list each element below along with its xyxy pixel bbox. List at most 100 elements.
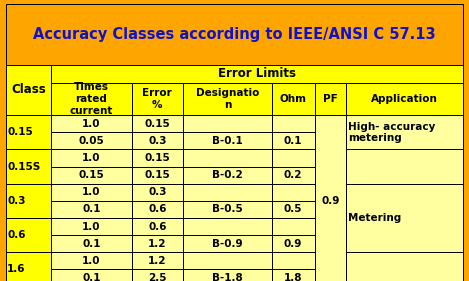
Text: 0.9: 0.9 bbox=[321, 196, 340, 206]
FancyBboxPatch shape bbox=[346, 184, 463, 252]
FancyBboxPatch shape bbox=[315, 115, 346, 281]
Text: High- accuracy
metering: High- accuracy metering bbox=[348, 122, 436, 143]
FancyBboxPatch shape bbox=[183, 201, 272, 218]
Text: 1.2: 1.2 bbox=[148, 256, 166, 266]
FancyBboxPatch shape bbox=[52, 132, 131, 149]
Text: B-0.5: B-0.5 bbox=[212, 205, 243, 214]
Text: 0.05: 0.05 bbox=[79, 136, 104, 146]
Text: 0.6: 0.6 bbox=[148, 205, 166, 214]
Text: PF: PF bbox=[323, 94, 338, 104]
Text: B-1.8: B-1.8 bbox=[212, 273, 243, 281]
FancyBboxPatch shape bbox=[131, 83, 183, 115]
Text: 0.6: 0.6 bbox=[148, 222, 166, 232]
FancyBboxPatch shape bbox=[52, 218, 131, 235]
FancyBboxPatch shape bbox=[183, 149, 272, 167]
FancyBboxPatch shape bbox=[183, 115, 272, 132]
FancyBboxPatch shape bbox=[183, 184, 272, 201]
FancyBboxPatch shape bbox=[6, 4, 463, 65]
FancyBboxPatch shape bbox=[52, 252, 131, 269]
FancyBboxPatch shape bbox=[52, 269, 131, 281]
FancyBboxPatch shape bbox=[183, 167, 272, 184]
FancyBboxPatch shape bbox=[272, 218, 315, 235]
Text: 0.15S: 0.15S bbox=[7, 162, 40, 172]
FancyBboxPatch shape bbox=[346, 252, 463, 281]
Text: 1.6: 1.6 bbox=[7, 264, 25, 275]
FancyBboxPatch shape bbox=[272, 149, 315, 167]
Text: 0.15: 0.15 bbox=[144, 119, 170, 129]
Text: 0.3: 0.3 bbox=[148, 136, 166, 146]
Text: 1.2: 1.2 bbox=[148, 239, 166, 249]
FancyBboxPatch shape bbox=[131, 149, 183, 167]
FancyBboxPatch shape bbox=[346, 115, 463, 149]
Text: 0.3: 0.3 bbox=[148, 187, 166, 197]
FancyBboxPatch shape bbox=[131, 132, 183, 149]
FancyBboxPatch shape bbox=[6, 65, 52, 115]
Text: Times
rated
current: Times rated current bbox=[70, 82, 113, 116]
Text: Ohm: Ohm bbox=[280, 94, 307, 104]
FancyBboxPatch shape bbox=[52, 65, 463, 83]
FancyBboxPatch shape bbox=[52, 235, 131, 252]
Text: Error
%: Error % bbox=[143, 88, 172, 110]
Text: B-0.9: B-0.9 bbox=[212, 239, 242, 249]
FancyBboxPatch shape bbox=[272, 115, 315, 132]
FancyBboxPatch shape bbox=[183, 218, 272, 235]
FancyBboxPatch shape bbox=[183, 252, 272, 269]
FancyBboxPatch shape bbox=[272, 83, 315, 115]
FancyBboxPatch shape bbox=[131, 269, 183, 281]
FancyBboxPatch shape bbox=[6, 149, 52, 184]
FancyBboxPatch shape bbox=[272, 132, 315, 149]
FancyBboxPatch shape bbox=[131, 235, 183, 252]
Text: 0.15: 0.15 bbox=[79, 170, 104, 180]
Text: Designatio
n: Designatio n bbox=[196, 88, 259, 110]
Text: 0.3: 0.3 bbox=[7, 196, 25, 206]
FancyBboxPatch shape bbox=[52, 83, 131, 115]
FancyBboxPatch shape bbox=[272, 235, 315, 252]
FancyBboxPatch shape bbox=[272, 167, 315, 184]
FancyBboxPatch shape bbox=[183, 269, 272, 281]
FancyBboxPatch shape bbox=[6, 115, 52, 149]
Text: 0.1: 0.1 bbox=[82, 239, 101, 249]
FancyBboxPatch shape bbox=[6, 252, 52, 281]
FancyBboxPatch shape bbox=[346, 149, 463, 184]
FancyBboxPatch shape bbox=[346, 83, 463, 115]
FancyBboxPatch shape bbox=[131, 252, 183, 269]
FancyBboxPatch shape bbox=[272, 184, 315, 201]
FancyBboxPatch shape bbox=[272, 252, 315, 269]
Text: 0.5: 0.5 bbox=[284, 205, 303, 214]
FancyBboxPatch shape bbox=[131, 218, 183, 235]
Text: 1.0: 1.0 bbox=[82, 187, 101, 197]
FancyBboxPatch shape bbox=[52, 115, 131, 132]
Text: 0.6: 0.6 bbox=[7, 230, 25, 240]
FancyBboxPatch shape bbox=[131, 201, 183, 218]
Text: 0.1: 0.1 bbox=[284, 136, 303, 146]
FancyBboxPatch shape bbox=[272, 201, 315, 218]
FancyBboxPatch shape bbox=[272, 269, 315, 281]
Text: 0.1: 0.1 bbox=[82, 205, 101, 214]
Text: 0.15: 0.15 bbox=[144, 153, 170, 163]
FancyBboxPatch shape bbox=[131, 184, 183, 201]
FancyBboxPatch shape bbox=[52, 184, 131, 201]
Text: 0.9: 0.9 bbox=[284, 239, 303, 249]
Text: B-0.1: B-0.1 bbox=[212, 136, 243, 146]
Text: 0.15: 0.15 bbox=[7, 127, 33, 137]
Text: 0.2: 0.2 bbox=[284, 170, 303, 180]
FancyBboxPatch shape bbox=[52, 201, 131, 218]
FancyBboxPatch shape bbox=[6, 65, 52, 83]
FancyBboxPatch shape bbox=[183, 235, 272, 252]
Text: Class: Class bbox=[11, 83, 46, 96]
Text: 1.0: 1.0 bbox=[82, 153, 101, 163]
Text: Error Limits: Error Limits bbox=[219, 67, 296, 80]
FancyBboxPatch shape bbox=[52, 167, 131, 184]
FancyBboxPatch shape bbox=[183, 132, 272, 149]
Text: 1.0: 1.0 bbox=[82, 256, 101, 266]
Text: 1.0: 1.0 bbox=[82, 119, 101, 129]
FancyBboxPatch shape bbox=[131, 115, 183, 132]
FancyBboxPatch shape bbox=[6, 218, 52, 252]
Text: 1.0: 1.0 bbox=[82, 222, 101, 232]
FancyBboxPatch shape bbox=[6, 184, 52, 218]
FancyBboxPatch shape bbox=[315, 83, 346, 115]
Text: 0.1: 0.1 bbox=[82, 273, 101, 281]
Text: Application: Application bbox=[371, 94, 438, 104]
Text: 2.5: 2.5 bbox=[148, 273, 166, 281]
Text: Accuracy Classes according to IEEE/ANSI C 57.13: Accuracy Classes according to IEEE/ANSI … bbox=[33, 27, 436, 42]
